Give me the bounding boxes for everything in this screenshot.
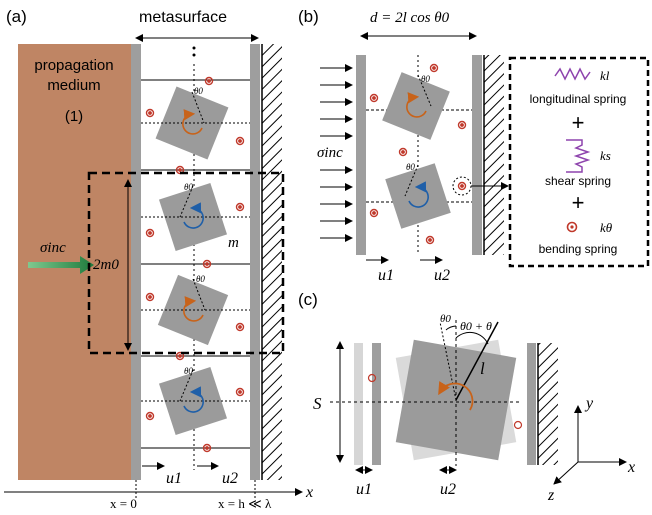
medium-index: (1) (65, 108, 83, 125)
rotation-arrow-c (438, 381, 474, 411)
sigma-inc-label-a: σinc (40, 240, 66, 256)
theta0-label-c: θ0 (440, 313, 451, 325)
theta-a3: θ0 (196, 274, 205, 284)
z-axis-label-c: z (547, 487, 555, 504)
springs-c (367, 373, 523, 430)
right-plate-a (250, 44, 260, 480)
ks-label: ks (600, 148, 611, 163)
theta-b1: θ0 (421, 74, 430, 84)
block-b2: θ0 (385, 162, 451, 229)
u1-label-c: u1 (356, 481, 372, 498)
fixed-wall-hatch-c (538, 343, 558, 465)
bending-spring-label: bending spring (539, 242, 618, 256)
shear-spring-label: shear spring (545, 174, 611, 188)
theta0-plus-theta-label: θ0 + θ (460, 319, 492, 333)
longitudinal-spring-label: longitudinal spring (530, 92, 627, 106)
fixed-wall-hatch-b (484, 55, 504, 255)
medium-label-line1: propagation (34, 57, 113, 74)
x-zero-label: x = 0 (110, 496, 137, 510)
sigma-inc-label-b: σinc (317, 145, 343, 161)
right-plate-c (527, 343, 536, 465)
theta-b2: θ0 (406, 162, 415, 172)
kl-label: kl (600, 68, 610, 83)
block-a2: θ0 (141, 182, 250, 252)
bending-spring-icon (566, 221, 578, 233)
x-axis-label-a: x (305, 484, 313, 501)
S-label: S (313, 394, 322, 413)
axes-triad (553, 405, 627, 485)
cell-lines-a (141, 79, 250, 449)
bending-springs-b (369, 63, 467, 245)
spring-legend-box (508, 56, 650, 268)
incident-arrows-b (320, 64, 353, 242)
d-equation: d = 2l cos θ0 (370, 10, 450, 26)
fixed-wall-hatch-a (262, 44, 282, 480)
panel-a-label: (a) (6, 7, 27, 26)
u2-label-a: u2 (222, 470, 238, 487)
incident-wave-arrow (28, 256, 94, 274)
bending-springs-a (145, 76, 245, 453)
l-label: l (480, 359, 485, 378)
shear-spring-icon (566, 139, 591, 173)
y-axis-label-c: y (584, 395, 594, 412)
right-plate-b (472, 55, 482, 255)
left-plate-a (131, 44, 141, 480)
block-a1: θ0 (141, 86, 250, 160)
metasurface-label: metasurface (139, 9, 227, 26)
theta-a2: θ0 (184, 182, 193, 192)
u1-label-a: u1 (166, 470, 182, 487)
left-plate-ghost-c (354, 343, 363, 465)
panel-c-label: (c) (298, 290, 318, 309)
x-h-label: x = h ≪ λ (218, 496, 272, 510)
left-plate-b (356, 55, 366, 255)
panel-b-label: (b) (298, 7, 319, 26)
mass-label: m (228, 235, 239, 251)
theta-a1: θ0 (194, 86, 203, 96)
theta-a4: θ0 (184, 366, 193, 376)
block-a4: θ0 (141, 366, 250, 436)
u2-label-b: u2 (434, 267, 450, 284)
plus-1: + (572, 110, 585, 135)
block-a3: θ0 (141, 274, 250, 346)
left-plate-c (372, 343, 381, 465)
x-axis-label-c: x (627, 459, 635, 476)
two-m0-label: 2m0 (93, 257, 119, 273)
medium-label-line2: medium (47, 77, 100, 94)
unit-cell-box (87, 171, 285, 355)
u2-label-c: u2 (440, 481, 456, 498)
block-b1: θ0 (382, 72, 450, 140)
ktheta-label: kθ (600, 220, 613, 235)
plus-2: + (572, 190, 585, 215)
longitudinal-spring-icon (554, 67, 591, 81)
u1-label-b: u1 (378, 267, 394, 284)
lever-arm-l (455, 321, 499, 401)
